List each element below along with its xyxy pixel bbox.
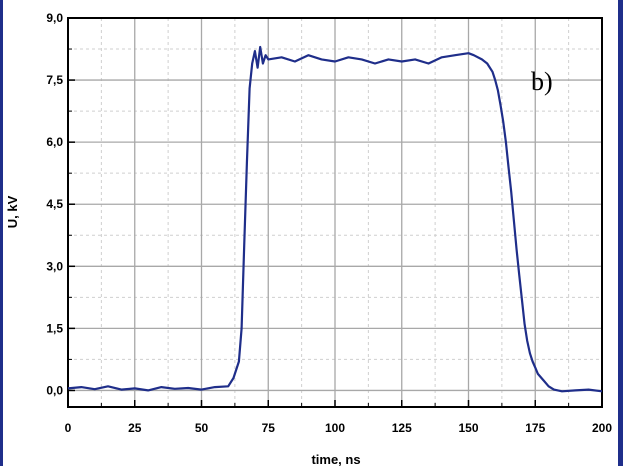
x-tick-label: 75 [262, 421, 276, 435]
right-border [618, 0, 623, 466]
y-tick-label: 9,0 [46, 11, 63, 25]
x-tick-label: 0 [65, 421, 72, 435]
x-axis-title: time, ns [311, 452, 360, 466]
y-tick-label: 3,0 [46, 259, 63, 273]
y-tick-label: 1,5 [46, 321, 63, 335]
y-tick-label: 7,5 [46, 73, 63, 87]
y-tick-label: 0,0 [46, 383, 63, 397]
tick-label-layer: 0 25 50 75 100 125 150 175 200 0,0 1,5 3,0 4,5 6,0 7,5… [46, 11, 612, 435]
y-tick-label: 4,5 [46, 197, 63, 211]
y-tick-label: 6,0 [46, 135, 63, 149]
panel-annotation: b) [531, 67, 553, 96]
x-tick-label: 100 [325, 421, 345, 435]
x-tick-label: 175 [525, 421, 545, 435]
y-axis-title: U, kV [5, 195, 20, 228]
x-tick-label: 125 [392, 421, 412, 435]
x-tick-label: 200 [592, 421, 612, 435]
grid-layer [68, 18, 602, 407]
x-tick-label: 150 [458, 421, 478, 435]
voltage-series-line [67, 45, 603, 393]
left-border [0, 0, 3, 466]
x-tick-label: 50 [195, 421, 209, 435]
x-tick-label: 25 [128, 421, 142, 435]
tick-layer [67, 17, 603, 407]
